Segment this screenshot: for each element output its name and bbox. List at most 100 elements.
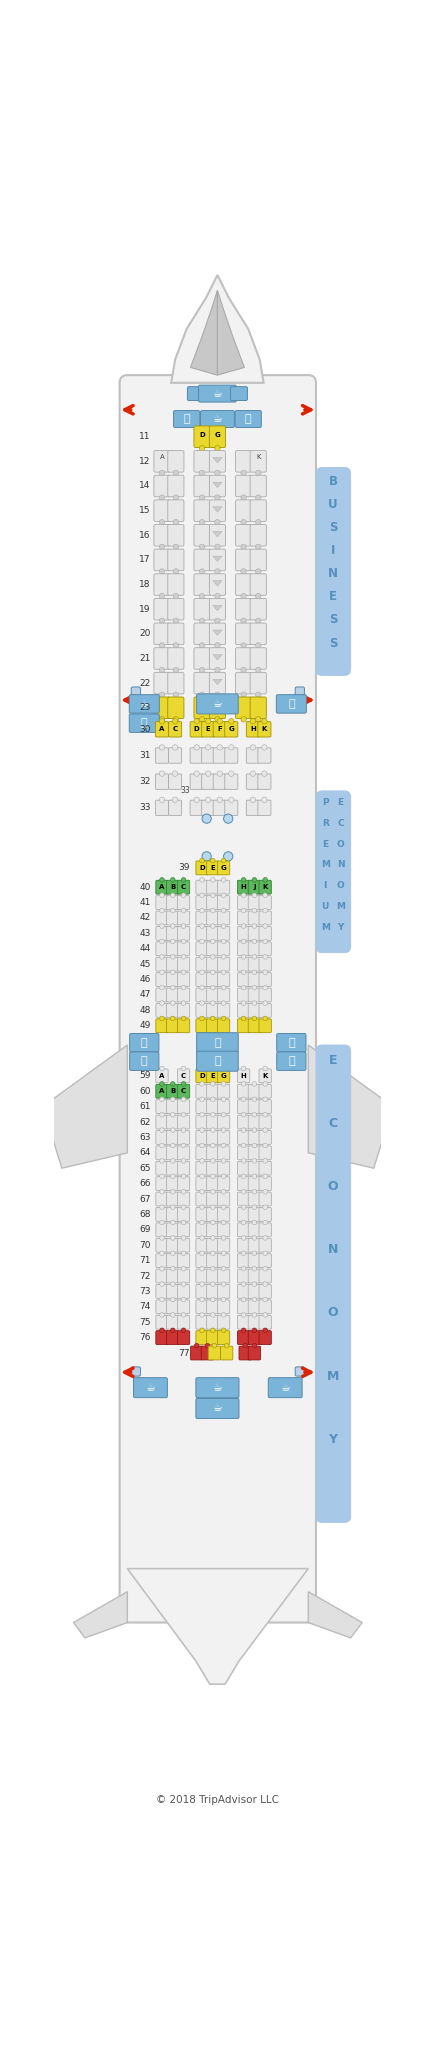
- Circle shape: [200, 1327, 204, 1333]
- FancyBboxPatch shape: [197, 1032, 238, 1053]
- Circle shape: [215, 545, 220, 549]
- Text: I: I: [323, 881, 327, 891]
- FancyBboxPatch shape: [230, 387, 247, 401]
- Circle shape: [170, 909, 175, 913]
- Text: E: E: [337, 799, 344, 807]
- FancyBboxPatch shape: [259, 1100, 271, 1114]
- FancyBboxPatch shape: [259, 1270, 271, 1282]
- FancyBboxPatch shape: [295, 1366, 304, 1376]
- Circle shape: [210, 909, 215, 913]
- Circle shape: [210, 1266, 215, 1272]
- Circle shape: [263, 1204, 267, 1210]
- Circle shape: [255, 717, 261, 723]
- FancyBboxPatch shape: [250, 451, 266, 473]
- Circle shape: [241, 1098, 246, 1102]
- FancyBboxPatch shape: [167, 1130, 179, 1145]
- Text: O: O: [337, 881, 345, 891]
- FancyBboxPatch shape: [168, 524, 184, 547]
- FancyBboxPatch shape: [177, 1004, 190, 1018]
- Circle shape: [215, 643, 220, 647]
- Circle shape: [160, 1098, 164, 1102]
- FancyBboxPatch shape: [235, 524, 252, 547]
- FancyBboxPatch shape: [258, 801, 271, 815]
- Text: 16: 16: [139, 530, 150, 541]
- FancyBboxPatch shape: [190, 774, 203, 788]
- Circle shape: [252, 1128, 257, 1133]
- FancyBboxPatch shape: [196, 1100, 208, 1114]
- Circle shape: [241, 1296, 246, 1303]
- FancyBboxPatch shape: [316, 791, 351, 952]
- Circle shape: [252, 1235, 257, 1241]
- FancyBboxPatch shape: [156, 721, 169, 737]
- Circle shape: [255, 471, 261, 475]
- Text: A: A: [159, 1073, 164, 1079]
- Circle shape: [221, 1081, 226, 1085]
- FancyBboxPatch shape: [316, 467, 351, 676]
- FancyBboxPatch shape: [201, 721, 215, 737]
- FancyBboxPatch shape: [168, 500, 184, 522]
- Circle shape: [221, 1112, 226, 1116]
- Circle shape: [181, 909, 186, 913]
- FancyBboxPatch shape: [168, 672, 184, 694]
- FancyBboxPatch shape: [235, 672, 252, 694]
- Circle shape: [200, 1174, 204, 1178]
- Circle shape: [200, 1159, 204, 1163]
- Circle shape: [210, 1313, 215, 1317]
- Circle shape: [241, 1282, 246, 1286]
- FancyBboxPatch shape: [238, 1315, 250, 1329]
- FancyBboxPatch shape: [196, 1239, 208, 1251]
- Text: B: B: [170, 1087, 176, 1094]
- FancyBboxPatch shape: [248, 1208, 261, 1221]
- Circle shape: [181, 1266, 186, 1272]
- Circle shape: [221, 940, 226, 944]
- FancyBboxPatch shape: [238, 1161, 250, 1176]
- Circle shape: [200, 893, 204, 897]
- FancyBboxPatch shape: [131, 686, 140, 696]
- FancyBboxPatch shape: [235, 696, 252, 719]
- Text: 15: 15: [139, 506, 150, 516]
- FancyBboxPatch shape: [177, 895, 190, 909]
- FancyBboxPatch shape: [210, 573, 226, 596]
- Circle shape: [255, 569, 261, 573]
- Text: U: U: [328, 498, 338, 512]
- FancyBboxPatch shape: [177, 956, 190, 971]
- FancyBboxPatch shape: [225, 801, 238, 815]
- Circle shape: [221, 1266, 226, 1272]
- Text: D: D: [194, 727, 199, 733]
- FancyBboxPatch shape: [167, 942, 179, 956]
- FancyBboxPatch shape: [248, 1300, 261, 1313]
- Circle shape: [173, 797, 178, 803]
- FancyBboxPatch shape: [190, 721, 203, 737]
- Text: C: C: [337, 819, 344, 827]
- Text: K: K: [262, 727, 267, 733]
- FancyBboxPatch shape: [177, 1239, 190, 1251]
- Circle shape: [215, 692, 220, 698]
- Circle shape: [199, 569, 205, 573]
- FancyBboxPatch shape: [194, 573, 210, 596]
- Circle shape: [221, 924, 226, 928]
- Circle shape: [160, 954, 164, 958]
- Circle shape: [252, 985, 257, 989]
- Circle shape: [173, 717, 178, 723]
- FancyBboxPatch shape: [259, 1253, 271, 1268]
- Circle shape: [210, 1081, 215, 1085]
- Text: Y: Y: [329, 1434, 337, 1446]
- Text: ☕: ☕: [212, 389, 222, 399]
- Circle shape: [181, 1159, 186, 1163]
- FancyBboxPatch shape: [259, 942, 271, 956]
- Circle shape: [263, 1001, 267, 1006]
- FancyBboxPatch shape: [238, 926, 250, 940]
- Circle shape: [200, 1296, 204, 1303]
- FancyBboxPatch shape: [169, 801, 181, 815]
- FancyBboxPatch shape: [194, 475, 210, 498]
- Circle shape: [241, 496, 246, 500]
- Text: 🚻: 🚻: [288, 1038, 295, 1049]
- Circle shape: [263, 1098, 267, 1102]
- FancyBboxPatch shape: [207, 911, 219, 926]
- FancyBboxPatch shape: [218, 860, 230, 874]
- Circle shape: [199, 594, 205, 598]
- FancyBboxPatch shape: [156, 801, 169, 815]
- Text: 22: 22: [139, 678, 150, 688]
- FancyBboxPatch shape: [248, 1331, 261, 1346]
- Text: B: B: [329, 475, 337, 487]
